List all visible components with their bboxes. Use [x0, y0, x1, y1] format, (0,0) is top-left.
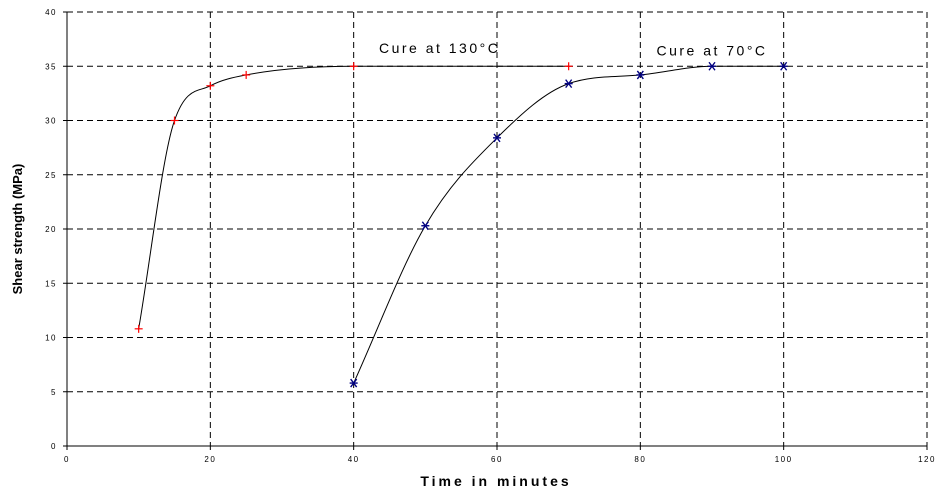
marker-stroke — [636, 70, 644, 80]
y-axis-title: Shear strength (MPa) — [10, 164, 25, 295]
y-tick-label-15: 15 — [45, 279, 57, 288]
x-tick-label-120: 120 — [918, 455, 935, 464]
series-1-point-4 — [636, 70, 645, 80]
marker-stroke — [421, 221, 429, 231]
x-tick-label-60: 60 — [491, 455, 503, 464]
y-tick-label-10: 10 — [45, 334, 57, 343]
x-tick-label-80: 80 — [634, 455, 646, 464]
series-1-point-1 — [421, 221, 430, 231]
grid-lines — [67, 12, 927, 446]
series-1-point-6 — [779, 61, 788, 71]
series-0-point-3 — [242, 70, 251, 79]
y-tick-label-30: 30 — [45, 117, 57, 126]
y-tick-label-5: 5 — [51, 388, 57, 397]
x-tick-label-40: 40 — [348, 455, 360, 464]
y-tick-label-35: 35 — [45, 62, 57, 71]
series-1-point-3 — [564, 79, 573, 89]
y-tick-label-20: 20 — [45, 225, 57, 234]
series-0-point-0 — [134, 324, 143, 333]
series-1-point-0 — [349, 378, 358, 388]
series-curves — [138, 65, 784, 384]
y-tick-label-40: 40 — [45, 8, 57, 17]
x-tick-label-100: 100 — [775, 455, 793, 464]
marker-stroke — [565, 79, 573, 89]
y-tick-label-0: 0 — [51, 442, 57, 451]
y-tick-labels: 0 5 10 15 20 25 30 35 40 — [45, 8, 57, 451]
axes — [63, 11, 928, 450]
series-annotation-130c: Cure at 130°C — [379, 40, 500, 56]
series-0-curve — [138, 65, 569, 329]
series-1-point-2 — [493, 133, 501, 143]
marker-stroke — [780, 61, 788, 71]
y-tick-label-25: 25 — [45, 171, 57, 180]
marker-stroke — [350, 378, 358, 388]
x-tick-labels: 0 20 40 60 80 100 120 — [64, 455, 935, 464]
x-axis-title: Time in minutes — [420, 473, 571, 489]
series-0-point-4 — [349, 62, 358, 71]
series-markers — [134, 61, 788, 388]
series-0-point-2 — [206, 81, 215, 90]
x-tick-label-20: 20 — [204, 455, 216, 464]
series-0-point-5 — [564, 62, 573, 71]
series-1-curve — [353, 65, 784, 384]
x-tick-label-0: 0 — [64, 455, 70, 464]
series-1-point-5 — [708, 61, 716, 71]
series-annotation-70c: Cure at 70°C — [656, 42, 767, 58]
series-0-point-1 — [170, 116, 179, 125]
marker-stroke — [708, 61, 716, 71]
marker-stroke — [493, 133, 501, 143]
